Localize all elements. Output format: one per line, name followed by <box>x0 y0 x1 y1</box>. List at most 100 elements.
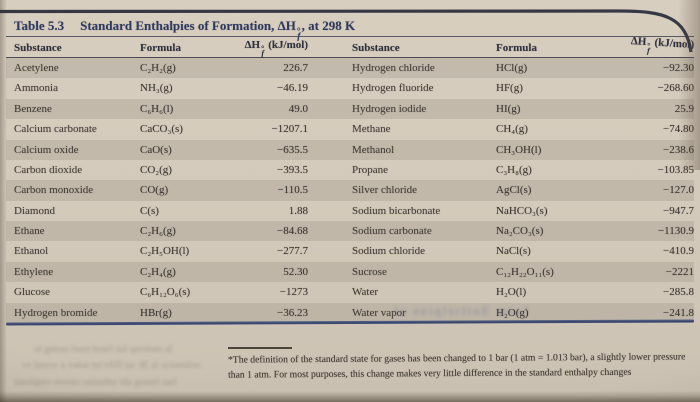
column-header-substance-right: Substance <box>352 42 400 54</box>
enthalpy-value-left: −36.23 <box>277 306 308 319</box>
substance-cell-left: Calcium carbonate <box>14 123 97 136</box>
formula-cell-left: C(s) <box>140 204 159 217</box>
column-header-substance-left: Substance <box>14 42 62 54</box>
substance-cell-right: Sodium carbonate <box>352 225 432 237</box>
table-row: Benzene C₆H₆(l) 49.0 Hydrogen iodide HI(g) 25… <box>6 98 694 120</box>
formula-cell-left: CaO(s) <box>140 143 172 156</box>
substance-cell-right: Sodium bicarbonate <box>352 204 441 217</box>
table-number-label: Table 5.3 <box>14 18 65 33</box>
table-row: Ethane C₂H₆(g) −84.68 Sodium carbonate Na₂CO… <box>6 221 694 242</box>
formula-cell-right: CH₄(g) <box>496 123 528 136</box>
page-bleedthrough-text: tanslques eeruso onlssdne tda gueerl tae… <box>14 377 177 388</box>
substance-cell-right: Water vapor <box>352 306 406 319</box>
column-header-formula-left: Formula <box>140 42 181 54</box>
formula-cell-right: H₂O(l) <box>496 286 527 299</box>
enthalpy-value-right: −285.8 <box>663 286 694 299</box>
page-bleedthrough-text: ot gnisas bsen boerl sul qersloes al <box>34 344 173 355</box>
enthalpy-value-left: −84.68 <box>277 225 308 237</box>
enthalpy-value-right: 25.9 <box>604 99 694 119</box>
photo-bottom-edge <box>0 391 700 402</box>
table-row: Glucose C₆H₁₂O₆(s) −1273 Water H₂O(l) −285.8 <box>6 282 694 302</box>
substance-cell-left: Acetylene <box>14 62 59 74</box>
substance-cell-right: Sucrose <box>352 265 387 278</box>
table-row: Calcium carbonate CaCO₃(s) −1207.1 Methane C… <box>6 119 694 139</box>
enthalpy-value-right: −410.9 <box>663 245 694 258</box>
substance-cell-left: Ammonia <box>14 82 58 95</box>
title-divider <box>6 36 694 37</box>
formula-cell-left: C₆H₆(l) <box>140 102 174 115</box>
column-header-enthalpy-left: ΔH ° f (kJ/mol) <box>244 39 308 58</box>
enthalpy-value-right: −127.0 <box>663 184 694 197</box>
substance-cell-right: Sodium chloride <box>352 245 426 258</box>
formula-cell-right: NaCl(s) <box>496 245 531 258</box>
table-title: Table 5.3 Standard Enthalpies of Formatio… <box>14 18 355 43</box>
enthalpy-value-right: −92.30 <box>604 58 694 78</box>
footnote-divider <box>228 347 292 349</box>
column-header-formula-right: Formula <box>496 42 537 54</box>
formula-cell-left: C₆H₁₂O₆(s) <box>140 286 191 299</box>
formula-cell-left: C₂H₅OH(l) <box>140 245 190 258</box>
table-row: Calcium oxide CaO(s) −635.5 Methanol CH₃OH(l… <box>6 139 694 160</box>
enthalpy-value-left: −46.19 <box>277 82 308 95</box>
table-title-text: Standard Enthalpies of Formation, <box>80 18 278 33</box>
enthalpy-value-left: 52.30 <box>283 265 308 278</box>
page-bleedthrough-text: ve lenow a value ter tAH tar 3E al scnse… <box>22 360 200 371</box>
table-row: Ammonia NH₃(g) −46.19 Hydrogen fluoride HF(g… <box>6 78 694 98</box>
substance-cell-right: Methane <box>352 123 391 136</box>
formula-cell-right: H₂O(g) <box>496 306 529 319</box>
formula-cell-right: CH₃OH(l) <box>496 143 542 156</box>
formula-cell-left: C₂H₂(g) <box>140 62 176 74</box>
enthalpy-value-left: 226.7 <box>283 62 308 74</box>
substance-cell-right: Hydrogen chloride <box>352 62 435 74</box>
table-row: Ethylene C₂H₄(g) 52.30 Sucrose C₁₂H₂₂O₁₁(s) −… <box>6 261 694 283</box>
enthalpy-value-right: −2221 <box>665 265 694 278</box>
formula-cell-right: HCl(g) <box>496 62 528 74</box>
substance-cell-right: Silver chloride <box>352 184 418 197</box>
table-row: Carbon monoxide CO(g) −110.5 Silver chlorid… <box>6 180 694 201</box>
table-row: Ethanol C₂H₅OH(l) −277.7 Sodium chloride NaC… <box>6 241 694 261</box>
substance-cell-left: Calcium oxide <box>14 143 79 156</box>
formula-cell-right: Na₂CO₃(s) <box>496 225 544 237</box>
header-divider <box>6 57 694 59</box>
formula-cell-right: NaHCO₃(s) <box>496 204 548 217</box>
enthalpy-value-left: 49.0 <box>288 102 308 115</box>
table-header-row: Substance Formula ΔH ° f (kJ/mol) Substance… <box>6 35 695 58</box>
substance-cell-right: Propane <box>352 163 389 176</box>
table-row: Carbon dioxide CO₂(g) −393.5 Propane C₃H₈(g)… <box>6 160 694 180</box>
enthalpy-value-left: −635.5 <box>277 143 308 156</box>
page-edge-shadow <box>678 0 700 170</box>
formula-cell-left: C₂H₆(g) <box>140 225 176 237</box>
substance-cell-right: Hydrogen iodide <box>352 102 427 115</box>
formula-cell-left: CO(g) <box>140 184 169 197</box>
enthalpy-value-left: −110.5 <box>277 184 308 197</box>
substance-cell-right: Water <box>352 286 378 299</box>
enthalpy-value-right: −238.6 <box>604 140 694 160</box>
formula-cell-right: HI(g) <box>496 102 521 115</box>
substance-cell-left: Carbon monoxide <box>14 184 94 197</box>
formula-cell-right: C₃H₈(g) <box>496 163 532 176</box>
enthalpy-value-right: −1130.9 <box>657 225 694 237</box>
enthalpy-value-left: −1207.1 <box>271 123 308 136</box>
formula-cell-right: AgCl(s) <box>496 184 532 197</box>
table-row: Hydrogen bromide HBr(g) −36.23 Water vapor H… <box>6 302 694 323</box>
substance-cell-left: Ethylene <box>14 265 54 278</box>
substance-cell-left: Benzene <box>14 102 52 115</box>
table-row: Acetylene C₂H₂(g) 226.7 Hydrogen chloride HC… <box>6 58 694 79</box>
substance-cell-left: Hydrogen bromide <box>14 306 98 319</box>
substance-cell-left: Ethanol <box>14 245 49 258</box>
enthalpy-value-right: −947.7 <box>663 204 694 217</box>
enthalpy-value-right: −74.80 <box>604 119 694 139</box>
enthalpy-value-left: −1273 <box>279 286 308 299</box>
enthalpy-value-right: −241.8 <box>663 306 694 319</box>
enthalpy-value-left: 1.88 <box>288 204 308 217</box>
formula-cell-right: C₁₂H₂₂O₁₁(s) <box>496 265 554 278</box>
formula-cell-left: NH₃(g) <box>140 82 173 95</box>
formula-cell-left: C₂H₄(g) <box>140 265 176 278</box>
substance-cell-left: Carbon dioxide <box>14 163 83 176</box>
formula-cell-left: CO₂(g) <box>140 163 172 176</box>
substance-cell-left: Glucose <box>14 286 51 299</box>
substance-cell-right: Hydrogen fluoride <box>352 82 434 95</box>
table-row: Diamond C(s) 1.88 Sodium bicarbonate NaHCO₃(… <box>6 201 694 221</box>
enthalpy-symbol: ΔH ° f <box>277 18 301 43</box>
